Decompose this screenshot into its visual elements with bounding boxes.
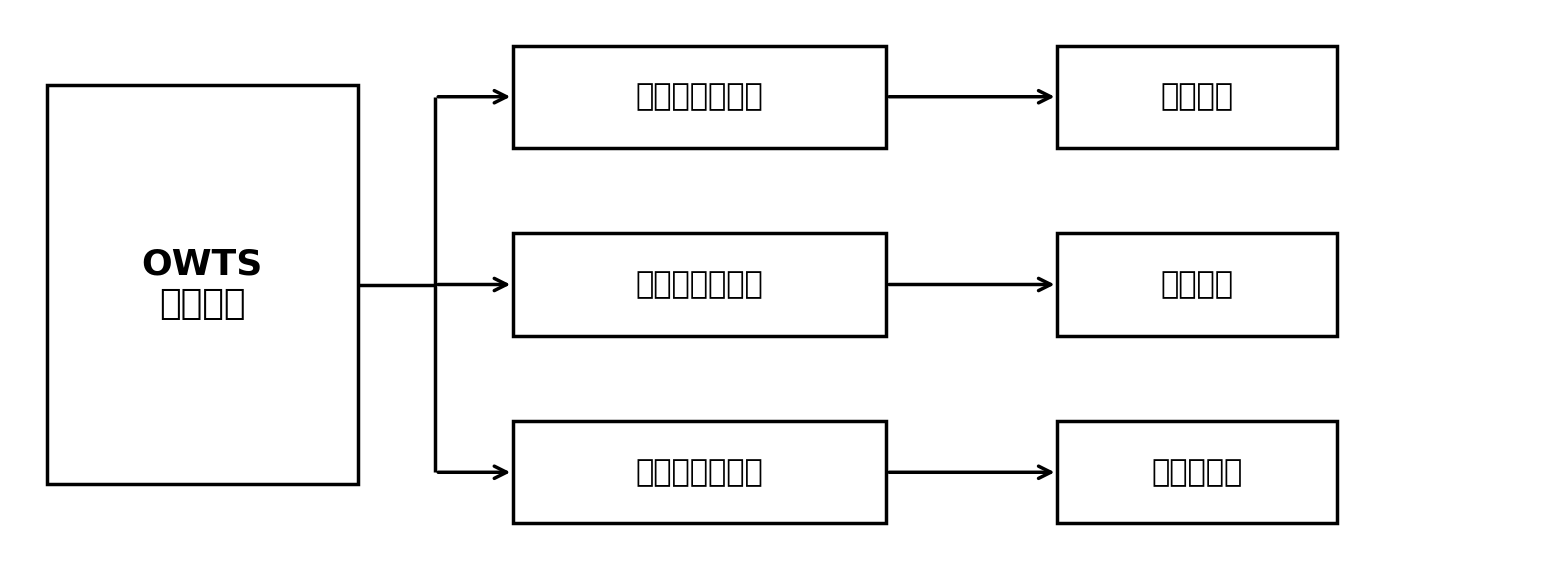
- FancyBboxPatch shape: [513, 46, 886, 148]
- Text: 电缆的校准信息: 电缆的校准信息: [636, 270, 764, 299]
- FancyBboxPatch shape: [1057, 421, 1337, 523]
- Text: 电缆的局放信息: 电缆的局放信息: [636, 458, 764, 486]
- FancyBboxPatch shape: [513, 421, 886, 523]
- FancyBboxPatch shape: [1057, 46, 1337, 148]
- FancyBboxPatch shape: [513, 233, 886, 336]
- Text: 定位时间差: 定位时间差: [1152, 458, 1242, 486]
- Text: 电缆的基本信息: 电缆的基本信息: [636, 83, 764, 111]
- Text: OWTS
检测装置: OWTS 检测装置: [142, 248, 263, 321]
- Text: 电缆长度: 电缆长度: [1162, 83, 1233, 111]
- FancyBboxPatch shape: [1057, 233, 1337, 336]
- Text: 电缆波速: 电缆波速: [1162, 270, 1233, 299]
- FancyBboxPatch shape: [47, 85, 358, 484]
